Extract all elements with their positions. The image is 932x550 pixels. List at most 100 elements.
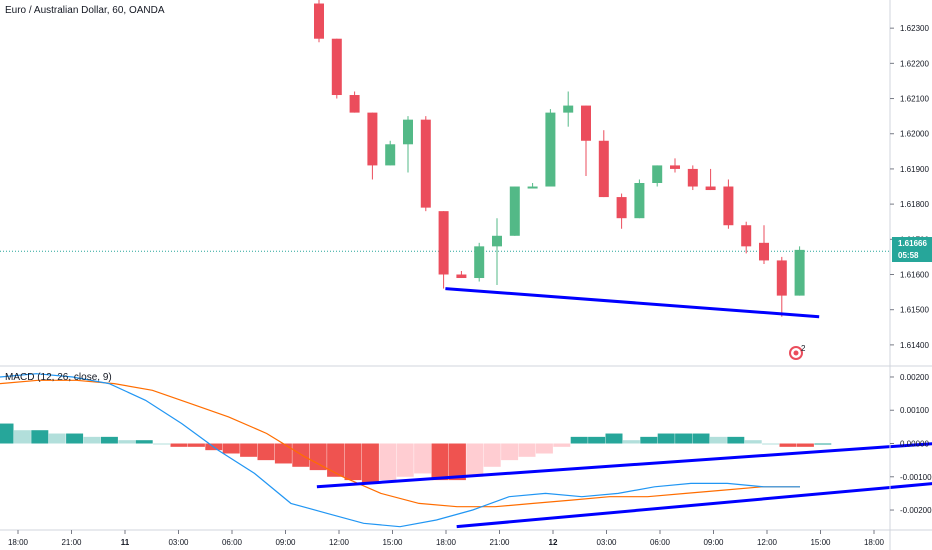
candle-body xyxy=(616,197,627,219)
price-tick-label: 1.62000 xyxy=(900,130,929,139)
candle-body xyxy=(581,105,591,141)
candle-body xyxy=(527,186,538,189)
candle-body xyxy=(687,168,698,187)
macd-histogram-bar xyxy=(379,443,397,481)
price-tick-label: 1.61400 xyxy=(900,341,929,350)
candle-body xyxy=(403,119,413,145)
macd-histogram-bar xyxy=(344,443,362,481)
candle-body xyxy=(420,119,431,208)
macd-histogram-bar xyxy=(483,443,501,467)
candle-body xyxy=(438,211,449,275)
candle-body xyxy=(474,246,485,279)
macd-histogram-bar xyxy=(135,440,153,444)
candle-body xyxy=(670,165,680,169)
candle-body xyxy=(794,249,805,296)
macd-histogram-bar xyxy=(222,443,240,454)
time-tick-label: 21:00 xyxy=(61,538,82,547)
macd-histogram-bar xyxy=(553,443,571,447)
macd-histogram-bar xyxy=(779,443,797,447)
candle-body xyxy=(563,105,574,113)
macd-histogram-bar xyxy=(605,433,623,444)
macd-histogram-bar xyxy=(309,443,327,471)
macd-pane[interactable] xyxy=(0,373,932,529)
candle-body xyxy=(723,186,734,226)
macd-histogram-bar xyxy=(31,430,49,444)
signal-line xyxy=(0,379,800,508)
time-tick-label: 21:00 xyxy=(489,538,510,547)
macd-histogram-bar xyxy=(187,443,205,447)
price-tick-label: 1.61800 xyxy=(900,200,929,209)
macd-histogram-bar xyxy=(0,423,14,444)
macd-histogram-bar xyxy=(762,443,780,445)
macd-histogram-bar xyxy=(13,430,31,444)
macd-histogram-bar xyxy=(744,440,762,444)
time-tick-label: 09:00 xyxy=(703,538,724,547)
candle-body xyxy=(652,165,663,183)
macd-histogram-bar xyxy=(622,440,640,444)
macd-histogram-bar xyxy=(153,443,171,445)
macd-histogram-bar xyxy=(48,433,66,444)
price-tick-label: 1.62200 xyxy=(900,59,929,68)
macd-tick-label: 0.00100 xyxy=(900,406,929,415)
time-tick-label: 18:00 xyxy=(8,538,29,547)
alert-badge: 2 xyxy=(801,344,806,353)
macd-histogram-bar xyxy=(814,443,832,445)
macd-histogram-bar xyxy=(100,436,118,444)
candle-body xyxy=(545,112,556,187)
candle-body xyxy=(331,38,342,96)
macd-histogram-bar xyxy=(466,443,484,477)
last-price-value: 1.61666 xyxy=(898,239,927,248)
candle-body xyxy=(705,186,716,191)
time-tick-label: 15:00 xyxy=(382,538,403,547)
time-tick-label: 15:00 xyxy=(810,538,831,547)
macd-tick-label: 0.00200 xyxy=(900,373,929,382)
macd-trendline xyxy=(456,482,932,529)
macd-tick-label: -0.00100 xyxy=(900,473,932,482)
price-pane[interactable] xyxy=(0,0,890,319)
macd-histogram-bar xyxy=(588,436,606,444)
macd-histogram-bar xyxy=(292,443,310,467)
time-tick-label: 12:00 xyxy=(757,538,778,547)
macd-histogram-bar xyxy=(431,443,449,481)
candle-body xyxy=(634,183,645,219)
price-tick-label: 1.61900 xyxy=(900,165,929,174)
macd-histogram-bar xyxy=(83,436,101,444)
macd-histogram-bar xyxy=(640,436,658,444)
macd-histogram-bar xyxy=(535,443,553,454)
time-tick-label: 12 xyxy=(549,538,558,547)
macd-trendline xyxy=(316,442,932,489)
macd-histogram-bar xyxy=(66,433,84,444)
alert-icon[interactable]: 2 xyxy=(789,344,806,360)
candle-body xyxy=(509,186,520,236)
macd-histogram-bar xyxy=(675,433,693,444)
macd-histogram-bar xyxy=(170,443,188,447)
last-price-tag: 1.61666 05:58 xyxy=(892,237,932,262)
macd-histogram-bar xyxy=(274,443,292,464)
candle-body xyxy=(456,274,467,279)
time-tick-label: 12:00 xyxy=(329,538,350,547)
macd-tick-label: -0.00200 xyxy=(900,506,932,515)
candle-body xyxy=(349,95,360,113)
macd-histogram-bar xyxy=(796,443,814,447)
time-tick-label: 03:00 xyxy=(596,538,617,547)
time-tick-label: 18:00 xyxy=(864,538,885,547)
macd-tick-label: 0.00000 xyxy=(900,440,929,449)
candle-body xyxy=(314,3,324,39)
time-tick-label: 03:00 xyxy=(168,538,189,547)
macd-histogram-bar xyxy=(414,443,432,474)
candle-body xyxy=(367,112,378,166)
candle-body xyxy=(741,225,752,247)
time-tick-label: 06:00 xyxy=(222,538,243,547)
price-tick-label: 1.61500 xyxy=(900,306,929,315)
candle-body xyxy=(759,242,769,261)
macd-histogram-bar xyxy=(657,433,675,444)
macd-histogram-bar xyxy=(327,443,345,477)
macd-histogram-bar xyxy=(448,443,466,481)
price-tick-label: 1.62300 xyxy=(900,24,929,33)
macd-histogram-bar xyxy=(570,436,588,444)
candle-body xyxy=(492,235,502,247)
macd-histogram-bar xyxy=(727,436,745,444)
candle-body xyxy=(598,140,609,198)
